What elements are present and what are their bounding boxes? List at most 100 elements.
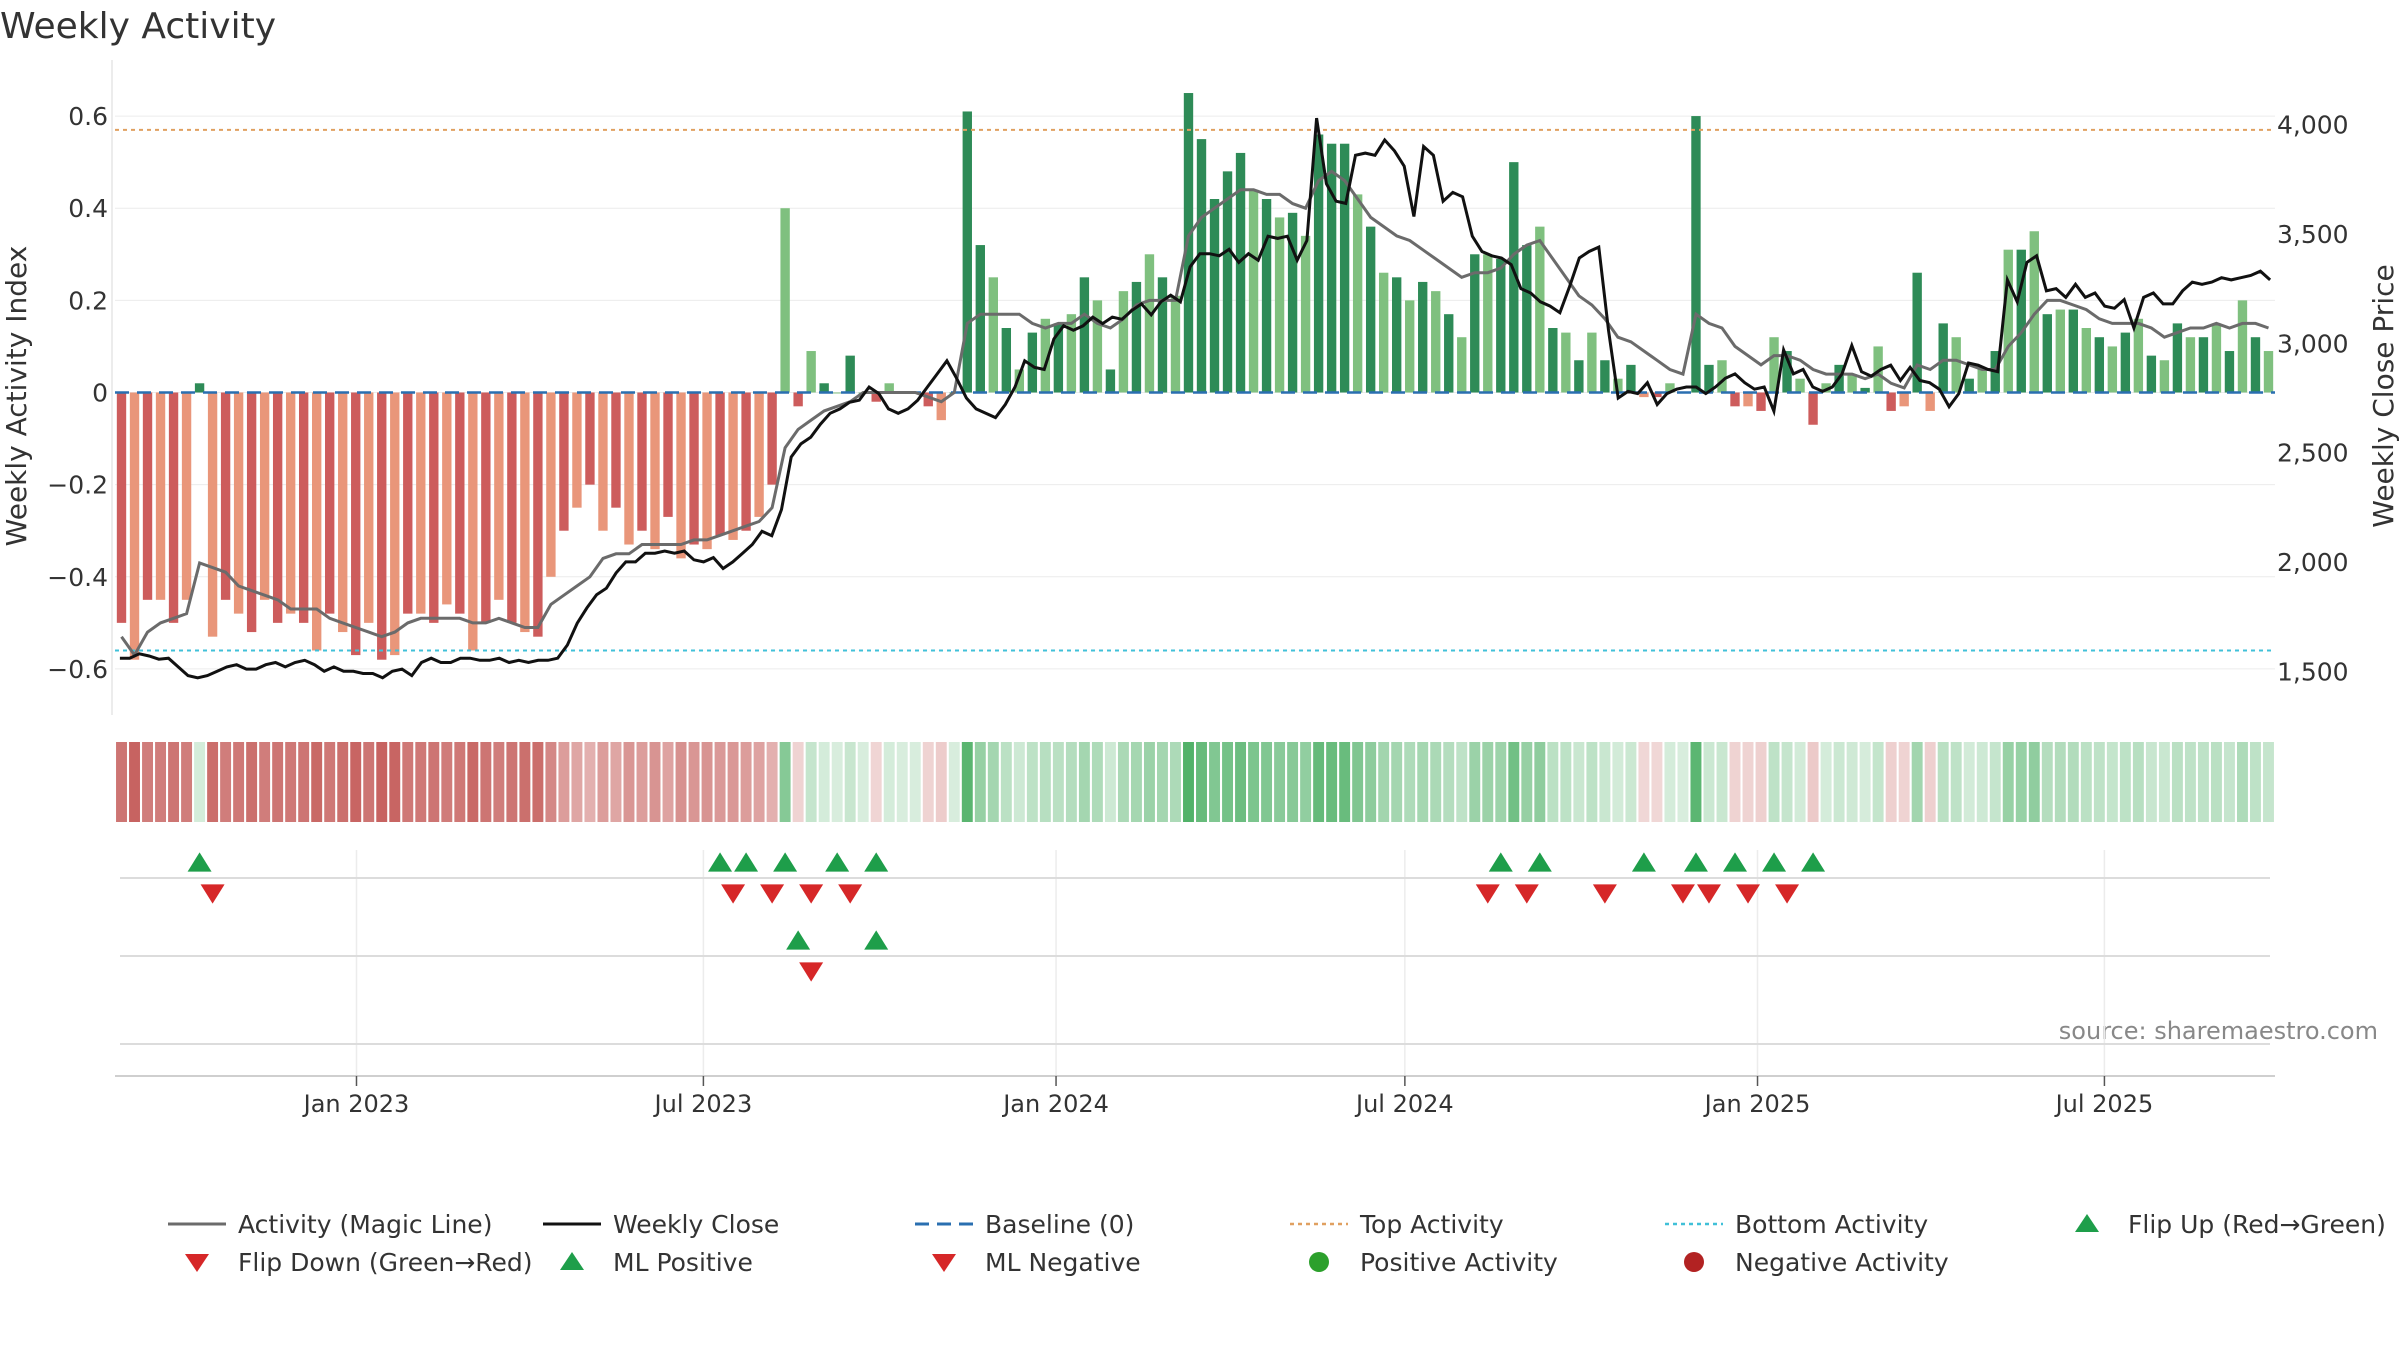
activity-bar <box>1860 387 1870 393</box>
heat-cell <box>2015 742 2027 822</box>
heat-cell <box>285 742 297 822</box>
heat-cell <box>1482 742 1494 822</box>
activity-bar <box>1626 364 1636 393</box>
legend-item: Activity (Magic Line) <box>168 1210 492 1239</box>
legend-label: Negative Activity <box>1735 1248 1949 1277</box>
activity-bar <box>780 208 790 393</box>
activity-bar <box>1756 392 1766 411</box>
legend-item: Flip Up (Red→Green) <box>2075 1210 2386 1239</box>
activity-bar <box>338 392 348 633</box>
weekly-close-line <box>119 117 2272 680</box>
flip-down-marker <box>200 884 225 904</box>
heat-cell <box>870 742 882 822</box>
heat-cell <box>1183 742 1194 822</box>
ml-negative-marker <box>799 962 824 982</box>
heat-cell <box>233 742 245 822</box>
y2-tick-label: 3,500 <box>2277 220 2349 249</box>
bars-layer <box>116 93 2274 660</box>
activity-bar <box>1444 314 1454 393</box>
activity-bar <box>2172 323 2183 393</box>
y-tick-label: 0 <box>92 379 108 408</box>
activity-bar <box>1287 212 1298 393</box>
activity-bar <box>1131 281 1142 393</box>
heat-cell <box>1911 742 1923 822</box>
heat-cell <box>779 742 791 822</box>
activity-bar <box>975 245 985 393</box>
heat-cell <box>337 742 349 822</box>
activity-bar <box>1339 143 1350 393</box>
heat-cell <box>1937 742 1949 822</box>
activity-bar <box>1938 323 1948 393</box>
heat-cell <box>2106 742 2118 822</box>
heat-cell <box>935 742 947 822</box>
heat-cell <box>1976 742 1988 822</box>
activity-bar <box>871 392 881 402</box>
activity-bar <box>285 392 296 614</box>
heat-cell <box>2171 742 2183 822</box>
activity-bar <box>1743 392 1753 407</box>
heat-cell <box>714 742 726 822</box>
heat-cell <box>1078 742 1090 822</box>
heat-cell <box>1196 742 1207 822</box>
flip-down-marker <box>838 884 863 904</box>
heat-cell <box>1625 742 1637 822</box>
activity-bar <box>429 392 439 623</box>
heat-cell <box>1261 742 1273 822</box>
x-tick-label: Jan 2023 <box>302 1090 410 1118</box>
heat-cell <box>792 742 804 822</box>
heat-cell <box>1768 742 1780 822</box>
activity-bar <box>116 392 127 623</box>
heat-cell <box>376 742 388 822</box>
y-tick-label: −0.6 <box>47 655 108 684</box>
flip-down-marker <box>1736 884 1761 904</box>
activity-bar <box>676 392 686 559</box>
heat-cell <box>1755 742 1767 822</box>
activity-bar <box>364 392 374 623</box>
heat-cell <box>623 742 635 822</box>
activity-bar <box>1899 392 1909 407</box>
flip-down-marker <box>1670 884 1695 904</box>
flip-up-marker <box>1683 852 1708 872</box>
activity-bar <box>2159 360 2170 393</box>
activity-bar <box>403 392 413 614</box>
x-tick-label: Jan 2025 <box>1703 1090 1811 1118</box>
flip-down-marker <box>1592 884 1617 904</box>
activity-bar <box>767 392 777 485</box>
heat-cell <box>2250 742 2261 822</box>
activity-bar <box>1483 254 1493 393</box>
legend-item: Top Activity <box>1290 1210 1504 1239</box>
activity-bar <box>377 392 387 660</box>
activity-bar <box>1261 199 1272 393</box>
heat-cell <box>532 742 544 822</box>
heat-cell <box>350 742 362 822</box>
heat-cell <box>766 742 778 822</box>
heat-cell <box>1898 742 1910 822</box>
activity-bar <box>468 392 478 651</box>
activity-bar <box>1782 351 1792 393</box>
legend-item: ML Positive <box>560 1248 753 1277</box>
activity-bar <box>325 392 335 614</box>
heat-cell <box>1170 742 1181 822</box>
flip-up-marker <box>1801 852 1826 872</box>
flip-up-marker <box>1762 852 1787 872</box>
flip-down-marker <box>1514 884 1539 904</box>
legend-item: Flip Down (Green→Red) <box>185 1248 533 1277</box>
activity-bar <box>1795 378 1805 393</box>
legend-label: Baseline (0) <box>985 1210 1134 1239</box>
heat-cell <box>1924 742 1936 822</box>
heat-cell <box>2028 742 2040 822</box>
activity-bar <box>884 383 894 393</box>
activity-bar <box>1392 277 1402 393</box>
activity-bar <box>754 392 764 517</box>
activity-bar <box>194 383 205 393</box>
heat-cell <box>454 742 466 822</box>
heat-cell <box>1859 742 1871 822</box>
heat-cell <box>2145 742 2157 822</box>
heat-cell <box>896 742 908 822</box>
activity-bar <box>1196 139 1207 393</box>
x-tick-label: Jul 2025 <box>2054 1090 2154 1118</box>
legend-label: ML Positive <box>613 1248 753 1277</box>
legend-label: Weekly Close <box>613 1210 779 1239</box>
heat-cell <box>1677 742 1689 822</box>
